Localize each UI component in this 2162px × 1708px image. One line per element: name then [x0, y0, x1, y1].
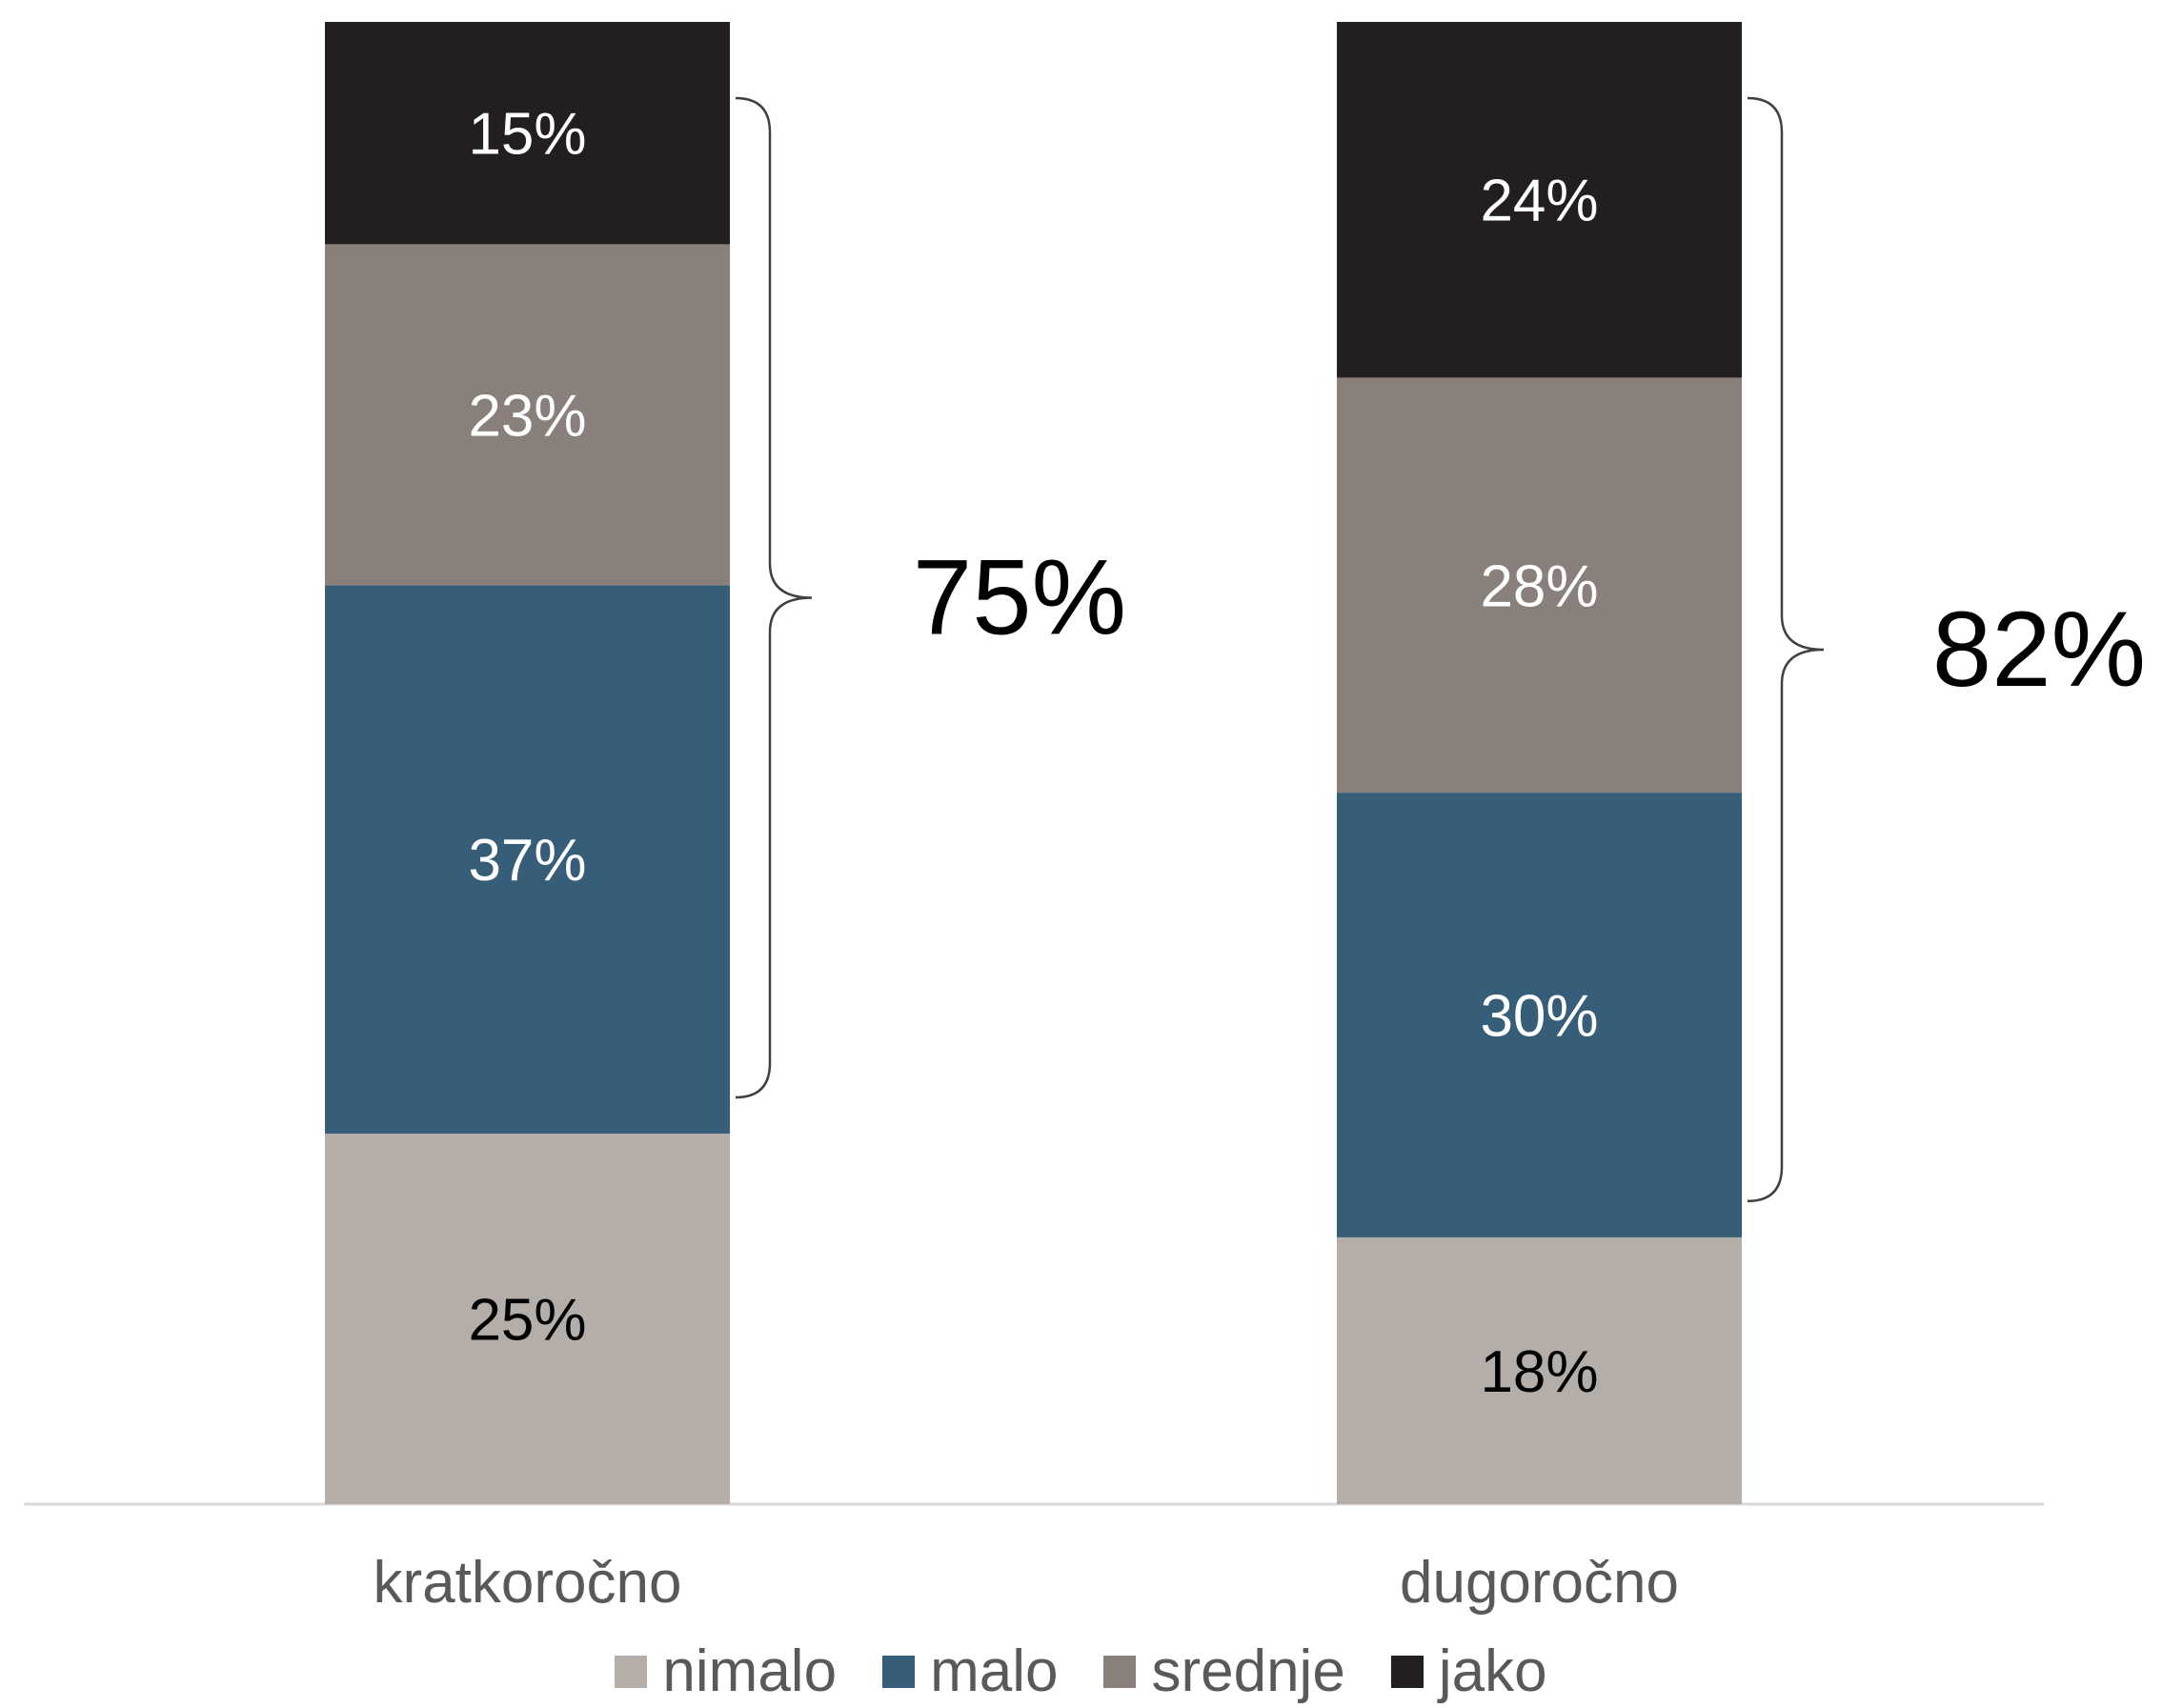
legend: nimalo malo srednje jako	[0, 1638, 2162, 1705]
legend-label-jako: jako	[1438, 1638, 1547, 1704]
data-label-malo-1: 30%	[1480, 984, 1598, 1050]
legend-item-srednje: srednje	[1103, 1638, 1345, 1704]
legend-label-nimalo: nimalo	[662, 1638, 838, 1704]
data-label-jako-0: 15%	[468, 102, 586, 168]
legend-item-malo: malo	[882, 1642, 1058, 1701]
bar-segment-srednje-1	[1337, 377, 1742, 794]
legend-swatch-malo	[882, 1656, 916, 1688]
bar-segment-nimalo-0	[325, 1134, 730, 1504]
x-tick-labels: kratkoročno dugoročno	[374, 1550, 1679, 1616]
data-label-jako-1: 24%	[1480, 169, 1598, 234]
brace-1	[1747, 96, 1825, 1203]
data-label-malo-0: 37%	[468, 828, 586, 894]
data-label-srednje-0: 23%	[468, 383, 586, 449]
data-label-srednje-1: 28%	[1480, 553, 1598, 619]
legend-swatch-jako	[1390, 1656, 1424, 1688]
x-tick-label-1: dugoročno	[1400, 1550, 1679, 1616]
bar-segment-nimalo-1	[1337, 1236, 1742, 1504]
legend-item-nimalo: nimalo	[615, 1642, 837, 1701]
x-tick-label-0: kratkoročno	[374, 1550, 682, 1616]
data-label-nimalo-1: 18%	[1480, 1339, 1598, 1405]
bars-group: 25% 37% 23% 15% 18% 30% 28% 24%	[325, 22, 1742, 1504]
legend-label-malo: malo	[930, 1638, 1059, 1704]
data-label-nimalo-0: 25%	[468, 1288, 586, 1354]
brackets-group: 75% 82%	[735, 96, 2146, 1203]
bracket-total-label-0: 75%	[913, 538, 1126, 657]
legend-swatch-nimalo	[615, 1656, 648, 1688]
bar-segment-malo-0	[325, 585, 730, 1134]
legend-item-jako: jako	[1390, 1638, 1547, 1704]
bar-segment-jako-1	[1337, 22, 1742, 378]
bar-segment-malo-1	[1337, 793, 1742, 1237]
legend-label-srednje: srednje	[1151, 1638, 1345, 1704]
bracket-total-label-1: 82%	[1932, 590, 2146, 709]
bar-segment-srednje-0	[325, 244, 730, 586]
brace-0	[735, 96, 813, 1099]
legend-swatch-srednje	[1103, 1656, 1137, 1688]
bar-segment-jako-0	[325, 22, 730, 245]
